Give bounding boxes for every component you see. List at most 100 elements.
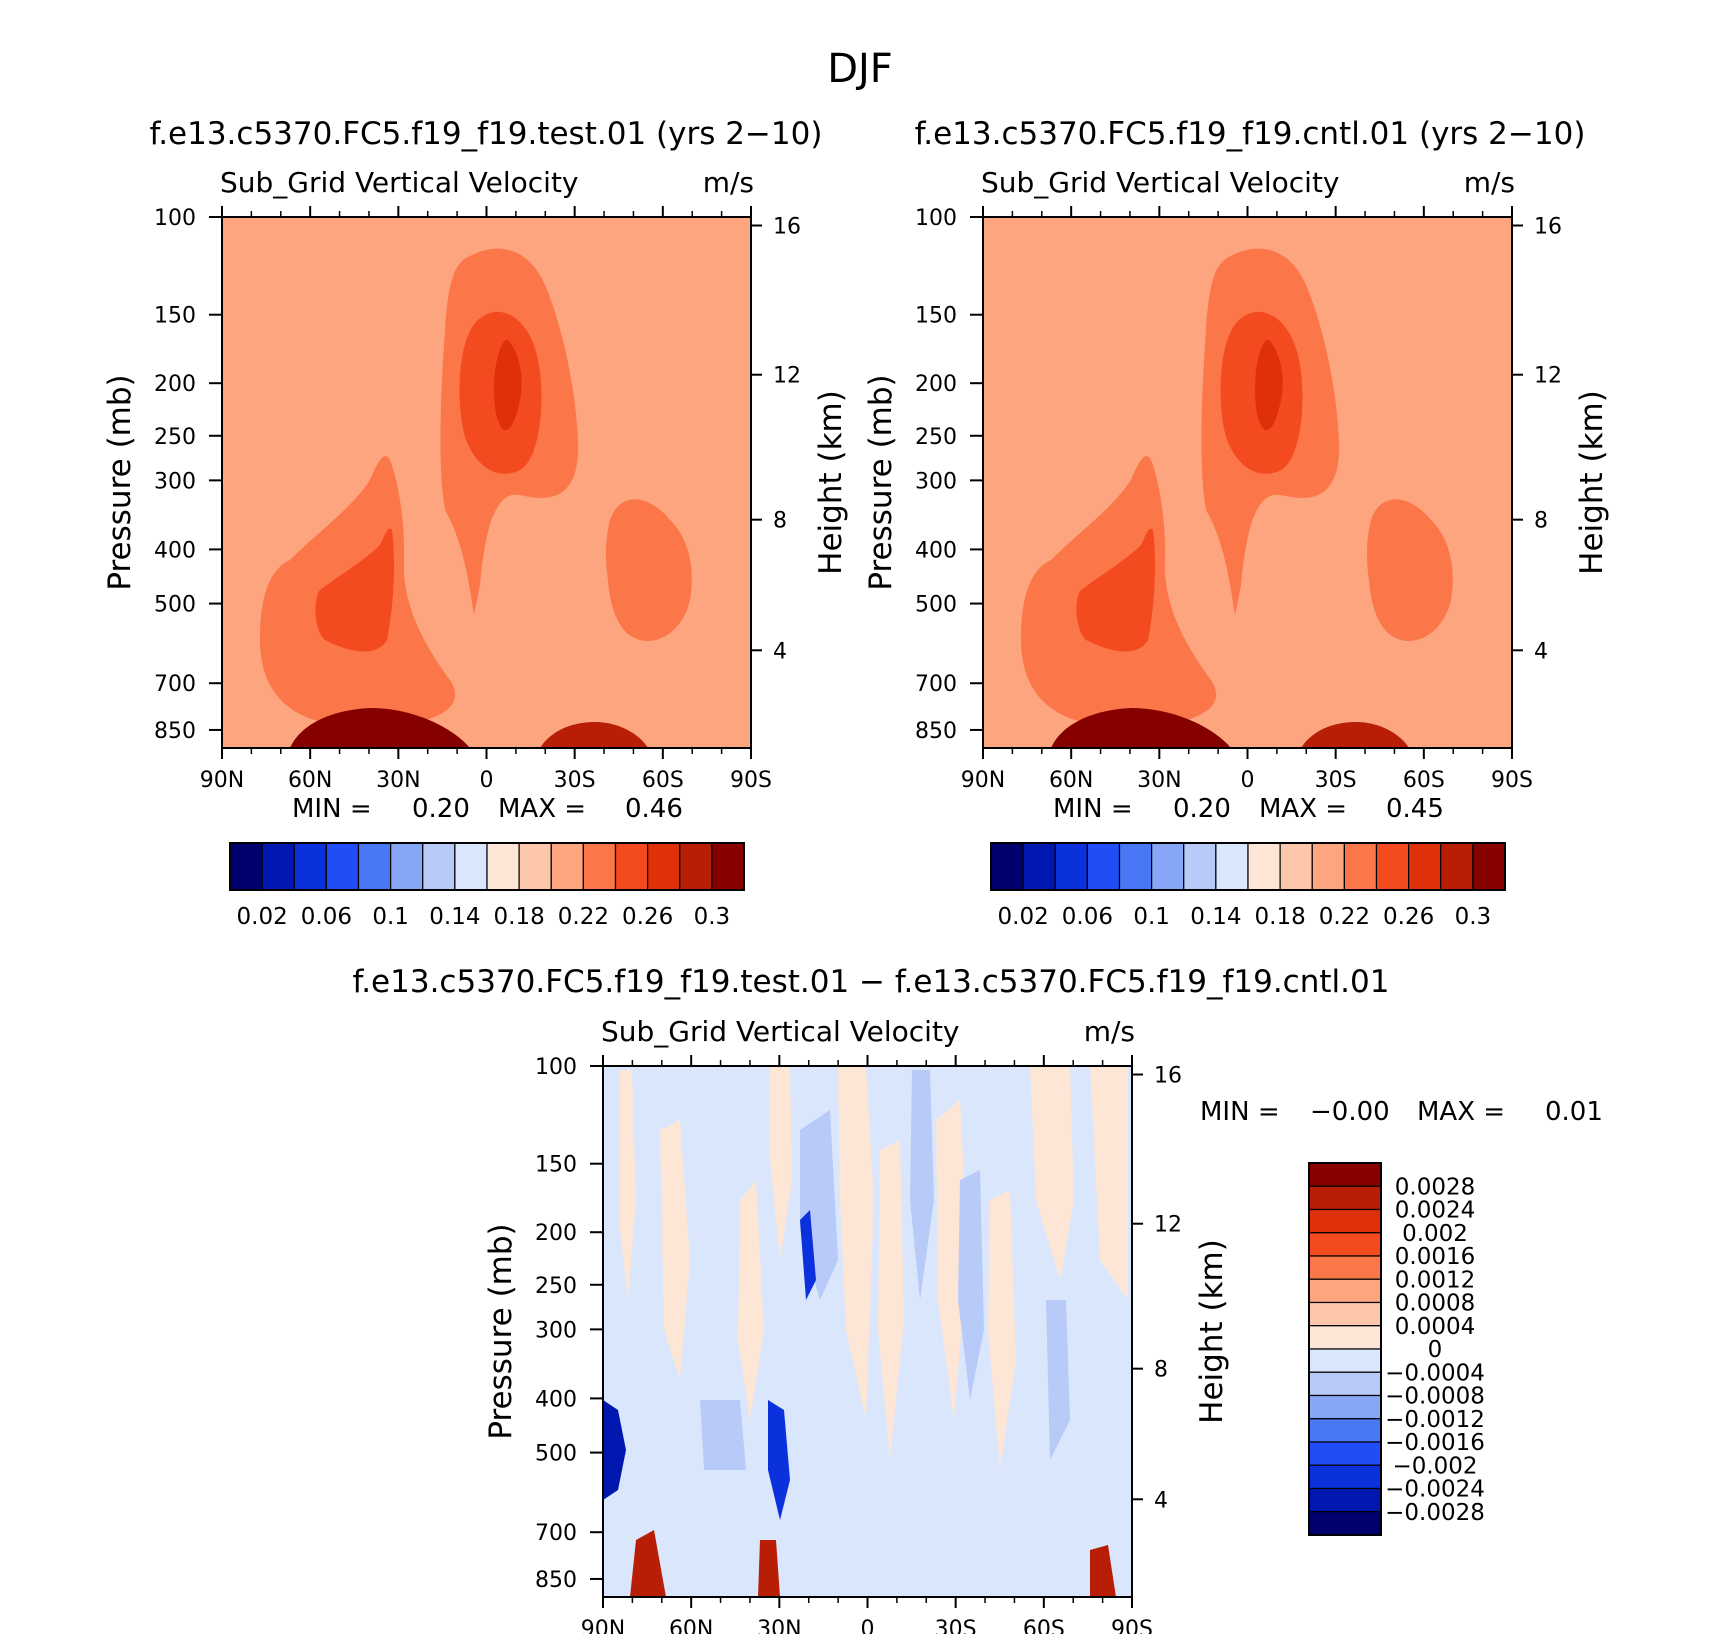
- y-axis-label: Pressure (mb): [863, 374, 899, 590]
- contour-negative-streaks: [700, 1070, 1070, 1470]
- x-tick-label: 30S: [1315, 768, 1357, 793]
- min-label: MIN =: [1200, 1097, 1280, 1127]
- contour-nh-60n-negative-core: [603, 1400, 626, 1500]
- colorbar-frame: [1308, 1162, 1382, 1536]
- panel-diff-field: [603, 1066, 1132, 1597]
- y-tick-label: 700: [915, 672, 957, 697]
- colorbar-label: 0.22: [558, 904, 609, 930]
- contour-nh-midlat-core: [315, 528, 395, 652]
- contour-nh-surface-max: [1051, 708, 1231, 748]
- colorbar-swatch: [1308, 1348, 1382, 1373]
- colorbar-label: 0.3: [1455, 904, 1492, 930]
- y-tick-label: 300: [915, 469, 957, 494]
- y-right-tick-label: 16: [1154, 1063, 1182, 1088]
- colorbar-label: −0.002: [1392, 1453, 1477, 1479]
- colorbar-swatch: [1279, 842, 1313, 891]
- panel-test-units: m/s: [703, 166, 754, 199]
- panel-diff-units: m/s: [1084, 1015, 1135, 1048]
- colorbar-label: 0.0012: [1395, 1267, 1475, 1293]
- panel-cntl-variable: Sub_Grid Vertical Velocity: [981, 166, 1340, 199]
- colorbar-swatch: [990, 842, 1024, 891]
- y-right-tick-label: 8: [773, 509, 787, 534]
- colorbar-swatch: [229, 842, 263, 891]
- y-tick-label: 300: [154, 469, 196, 494]
- colorbar-swatch: [1308, 1162, 1382, 1187]
- x-tick-label: 60N: [1049, 768, 1093, 793]
- colorbar-swatch: [293, 842, 327, 891]
- x-tick-label: 0: [861, 1617, 875, 1634]
- x-tick-label: 60N: [288, 768, 332, 793]
- y-right-tick-label: 4: [1534, 639, 1548, 664]
- colorbar-swatch: [1215, 842, 1249, 891]
- y-tick-label: 200: [154, 372, 196, 397]
- y-right-tick-label: 8: [1154, 1358, 1168, 1383]
- y-tick-label: 500: [915, 593, 957, 618]
- colorbar-label: 0.18: [494, 904, 545, 930]
- x-tick-label: 90S: [1111, 1617, 1153, 1634]
- colorbar-label: −0.0004: [1385, 1360, 1485, 1386]
- colorbar-swatch: [1308, 1208, 1382, 1234]
- x-tick-label: 60N: [669, 1617, 713, 1634]
- y-tick-label: 400: [535, 1387, 577, 1412]
- colorbar-swatch: [261, 842, 295, 891]
- colorbar-swatch: [1308, 1255, 1382, 1280]
- x-tick-label: 60S: [1023, 1617, 1065, 1634]
- colorbar-swatch: [325, 842, 360, 891]
- x-tick-label: 30N: [757, 1617, 801, 1634]
- colorbar-swatch: [1151, 842, 1185, 891]
- colorbar-swatch: [1308, 1464, 1382, 1490]
- panel-cntl-units: m/s: [1464, 166, 1515, 199]
- y-right-tick-label: 12: [773, 364, 801, 389]
- colorbar-swatch: [1472, 842, 1506, 891]
- colorbar-swatch: [1054, 842, 1088, 891]
- colorbar-swatch: [1308, 1441, 1382, 1466]
- colorbar-test: 0.02 0.06 0.1 0.14 0.18 0.22 0.26 0.3: [229, 842, 745, 930]
- y-tick-label: 850: [915, 719, 957, 744]
- y-tick-label: 250: [154, 425, 196, 450]
- colorbar-swatch: [647, 842, 681, 891]
- colorbar-label: 0.1: [372, 904, 409, 930]
- colorbar-swatch: [1308, 1418, 1382, 1443]
- y-tick-label: 500: [154, 593, 196, 618]
- min-value: 0.20: [1173, 794, 1231, 824]
- panel-cntl-field: [983, 217, 1512, 748]
- panel-test-title: f.e13.c5370.FC5.f19_f19.test.01 (yrs 2−1…: [150, 116, 823, 152]
- x-tick-label: 30S: [935, 1617, 977, 1634]
- colorbar-cntl: 0.02 0.06 0.1 0.14 0.18 0.22 0.26 0.3: [990, 842, 1506, 930]
- y-tick-label: 150: [915, 304, 957, 329]
- panel-diff-title: f.e13.c5370.FC5.f19_f19.test.01 − f.e13.…: [353, 964, 1390, 1000]
- colorbar-swatch: [1247, 842, 1281, 891]
- panel-test-field: [222, 217, 751, 748]
- colorbar-label: −0.0028: [1385, 1500, 1485, 1526]
- colorbar-swatch: [454, 842, 488, 891]
- max-value: 0.01: [1545, 1097, 1603, 1127]
- colorbar-swatch: [614, 842, 649, 891]
- y-tick-label: 400: [915, 538, 957, 563]
- colorbar-label: 0.14: [429, 904, 480, 930]
- x-tick-label: 90N: [200, 768, 244, 793]
- y-tick-label: 500: [535, 1442, 577, 1467]
- x-tick-label: 0: [480, 768, 494, 793]
- colorbar-swatch: [1311, 842, 1345, 891]
- colorbar-swatch: [1440, 842, 1474, 891]
- colorbar-swatch: [1308, 1325, 1382, 1350]
- y-tick-label: 100: [154, 206, 196, 231]
- colorbar-swatch: [422, 842, 456, 891]
- colorbar-swatch: [357, 842, 392, 891]
- y-right-tick-label: 4: [1154, 1488, 1168, 1513]
- colorbar-label: −0.0012: [1385, 1407, 1485, 1433]
- colorbar-swatch: [550, 842, 584, 891]
- colorbar-label: 0.26: [622, 904, 673, 930]
- y-tick-label: 850: [154, 719, 196, 744]
- y-axis-label: Pressure (mb): [102, 374, 138, 590]
- y-right-axis-label: Height (km): [1574, 390, 1610, 575]
- y-tick-label: 250: [535, 1274, 577, 1299]
- y-tick-label: 100: [535, 1055, 577, 1080]
- colorbar-frame: [990, 842, 1506, 891]
- contour-sh-surface-max: [540, 722, 648, 748]
- y-tick-label: 150: [535, 1153, 577, 1178]
- colorbar-swatch: [1183, 842, 1217, 891]
- colorbar-swatch: [582, 842, 617, 891]
- panel-diff-axes: 90N 60N 30N 0 30S 60S 90S 100 150 200 250 300 400 500…: [483, 1055, 1230, 1634]
